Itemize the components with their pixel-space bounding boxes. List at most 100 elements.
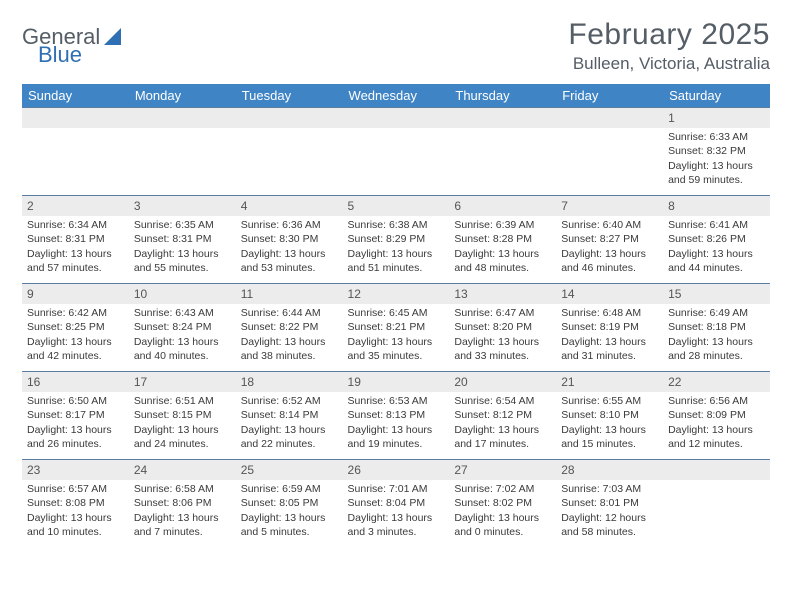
calendar-day-cell: 24Sunrise: 6:58 AMSunset: 8:06 PMDayligh… [129,460,236,548]
day-number: 18 [236,372,343,392]
day-number: 25 [236,460,343,480]
sunrise-line: Sunrise: 6:57 AM [27,482,124,496]
sunset-line: Sunset: 8:32 PM [668,144,765,158]
daylight-line: Daylight: 13 hours and 42 minutes. [27,335,124,363]
day-details: Sunrise: 6:53 AMSunset: 8:13 PMDaylight:… [343,392,450,455]
day-details: Sunrise: 7:03 AMSunset: 8:01 PMDaylight:… [556,480,663,543]
day-details: Sunrise: 7:02 AMSunset: 8:02 PMDaylight:… [449,480,556,543]
sunset-line: Sunset: 8:28 PM [454,232,551,246]
day-number [663,460,770,480]
logo-text-b: Blue [38,42,82,68]
sunset-line: Sunset: 8:01 PM [561,496,658,510]
day-details: Sunrise: 6:34 AMSunset: 8:31 PMDaylight:… [22,216,129,279]
daylight-line: Daylight: 13 hours and 51 minutes. [348,247,445,275]
header: General February 2025 Bulleen, Victoria,… [22,18,770,74]
calendar-table: SundayMondayTuesdayWednesdayThursdayFrid… [22,84,770,548]
calendar-day-cell: 18Sunrise: 6:52 AMSunset: 8:14 PMDayligh… [236,372,343,460]
day-number: 13 [449,284,556,304]
sunrise-line: Sunrise: 6:40 AM [561,218,658,232]
sunset-line: Sunset: 8:06 PM [134,496,231,510]
daylight-line: Daylight: 13 hours and 48 minutes. [454,247,551,275]
calendar-day-cell: 21Sunrise: 6:55 AMSunset: 8:10 PMDayligh… [556,372,663,460]
sunset-line: Sunset: 8:31 PM [134,232,231,246]
day-details: Sunrise: 6:35 AMSunset: 8:31 PMDaylight:… [129,216,236,279]
sunset-line: Sunset: 8:30 PM [241,232,338,246]
calendar-day-cell: 28Sunrise: 7:03 AMSunset: 8:01 PMDayligh… [556,460,663,548]
sunrise-line: Sunrise: 6:45 AM [348,306,445,320]
sunset-line: Sunset: 8:24 PM [134,320,231,334]
sunrise-line: Sunrise: 6:51 AM [134,394,231,408]
sunset-line: Sunset: 8:09 PM [668,408,765,422]
sunrise-line: Sunrise: 6:55 AM [561,394,658,408]
sunrise-line: Sunrise: 6:41 AM [668,218,765,232]
day-details: Sunrise: 6:52 AMSunset: 8:14 PMDaylight:… [236,392,343,455]
sunrise-line: Sunrise: 6:59 AM [241,482,338,496]
sunrise-line: Sunrise: 6:50 AM [27,394,124,408]
weekday-header: Wednesday [343,84,450,108]
calendar-day-cell [343,108,450,196]
calendar-week-row: 2Sunrise: 6:34 AMSunset: 8:31 PMDaylight… [22,196,770,284]
calendar-day-cell: 12Sunrise: 6:45 AMSunset: 8:21 PMDayligh… [343,284,450,372]
day-number: 27 [449,460,556,480]
day-number [556,108,663,128]
sunrise-line: Sunrise: 6:49 AM [668,306,765,320]
calendar-day-cell: 1Sunrise: 6:33 AMSunset: 8:32 PMDaylight… [663,108,770,196]
weekday-header: Saturday [663,84,770,108]
daylight-line: Daylight: 13 hours and 19 minutes. [348,423,445,451]
calendar-week-row: 16Sunrise: 6:50 AMSunset: 8:17 PMDayligh… [22,372,770,460]
calendar-day-cell: 16Sunrise: 6:50 AMSunset: 8:17 PMDayligh… [22,372,129,460]
daylight-line: Daylight: 13 hours and 12 minutes. [668,423,765,451]
sunrise-line: Sunrise: 7:02 AM [454,482,551,496]
day-number: 24 [129,460,236,480]
day-details: Sunrise: 6:43 AMSunset: 8:24 PMDaylight:… [129,304,236,367]
day-details: Sunrise: 6:49 AMSunset: 8:18 PMDaylight:… [663,304,770,367]
daylight-line: Daylight: 13 hours and 5 minutes. [241,511,338,539]
day-number [343,108,450,128]
day-number: 8 [663,196,770,216]
calendar-week-row: 1Sunrise: 6:33 AMSunset: 8:32 PMDaylight… [22,108,770,196]
weekday-header: Sunday [22,84,129,108]
day-details: Sunrise: 6:56 AMSunset: 8:09 PMDaylight:… [663,392,770,455]
sunset-line: Sunset: 8:13 PM [348,408,445,422]
daylight-line: Daylight: 13 hours and 26 minutes. [27,423,124,451]
sunset-line: Sunset: 8:05 PM [241,496,338,510]
daylight-line: Daylight: 13 hours and 40 minutes. [134,335,231,363]
day-details: Sunrise: 6:55 AMSunset: 8:10 PMDaylight:… [556,392,663,455]
sunset-line: Sunset: 8:10 PM [561,408,658,422]
calendar-day-cell [129,108,236,196]
day-number: 10 [129,284,236,304]
sunrise-line: Sunrise: 6:36 AM [241,218,338,232]
calendar-day-cell: 23Sunrise: 6:57 AMSunset: 8:08 PMDayligh… [22,460,129,548]
daylight-line: Daylight: 13 hours and 33 minutes. [454,335,551,363]
calendar-day-cell: 15Sunrise: 6:49 AMSunset: 8:18 PMDayligh… [663,284,770,372]
daylight-line: Daylight: 13 hours and 35 minutes. [348,335,445,363]
location: Bulleen, Victoria, Australia [568,54,770,74]
day-details: Sunrise: 6:50 AMSunset: 8:17 PMDaylight:… [22,392,129,455]
calendar-day-cell: 4Sunrise: 6:36 AMSunset: 8:30 PMDaylight… [236,196,343,284]
day-details: Sunrise: 6:38 AMSunset: 8:29 PMDaylight:… [343,216,450,279]
day-number: 5 [343,196,450,216]
calendar-day-cell: 3Sunrise: 6:35 AMSunset: 8:31 PMDaylight… [129,196,236,284]
calendar-day-cell: 20Sunrise: 6:54 AMSunset: 8:12 PMDayligh… [449,372,556,460]
sunset-line: Sunset: 8:08 PM [27,496,124,510]
daylight-line: Daylight: 13 hours and 31 minutes. [561,335,658,363]
sunrise-line: Sunrise: 6:54 AM [454,394,551,408]
sunset-line: Sunset: 8:12 PM [454,408,551,422]
day-details: Sunrise: 6:48 AMSunset: 8:19 PMDaylight:… [556,304,663,367]
daylight-line: Daylight: 13 hours and 0 minutes. [454,511,551,539]
day-details: Sunrise: 6:39 AMSunset: 8:28 PMDaylight:… [449,216,556,279]
day-number: 6 [449,196,556,216]
calendar-day-cell [556,108,663,196]
sunrise-line: Sunrise: 6:35 AM [134,218,231,232]
calendar-day-cell: 6Sunrise: 6:39 AMSunset: 8:28 PMDaylight… [449,196,556,284]
daylight-line: Daylight: 13 hours and 3 minutes. [348,511,445,539]
calendar-day-cell [236,108,343,196]
calendar-day-cell: 22Sunrise: 6:56 AMSunset: 8:09 PMDayligh… [663,372,770,460]
calendar-day-cell: 17Sunrise: 6:51 AMSunset: 8:15 PMDayligh… [129,372,236,460]
sunrise-line: Sunrise: 6:43 AM [134,306,231,320]
sunrise-line: Sunrise: 6:53 AM [348,394,445,408]
calendar-body: 1Sunrise: 6:33 AMSunset: 8:32 PMDaylight… [22,108,770,548]
day-number: 2 [22,196,129,216]
daylight-line: Daylight: 13 hours and 7 minutes. [134,511,231,539]
sunset-line: Sunset: 8:29 PM [348,232,445,246]
